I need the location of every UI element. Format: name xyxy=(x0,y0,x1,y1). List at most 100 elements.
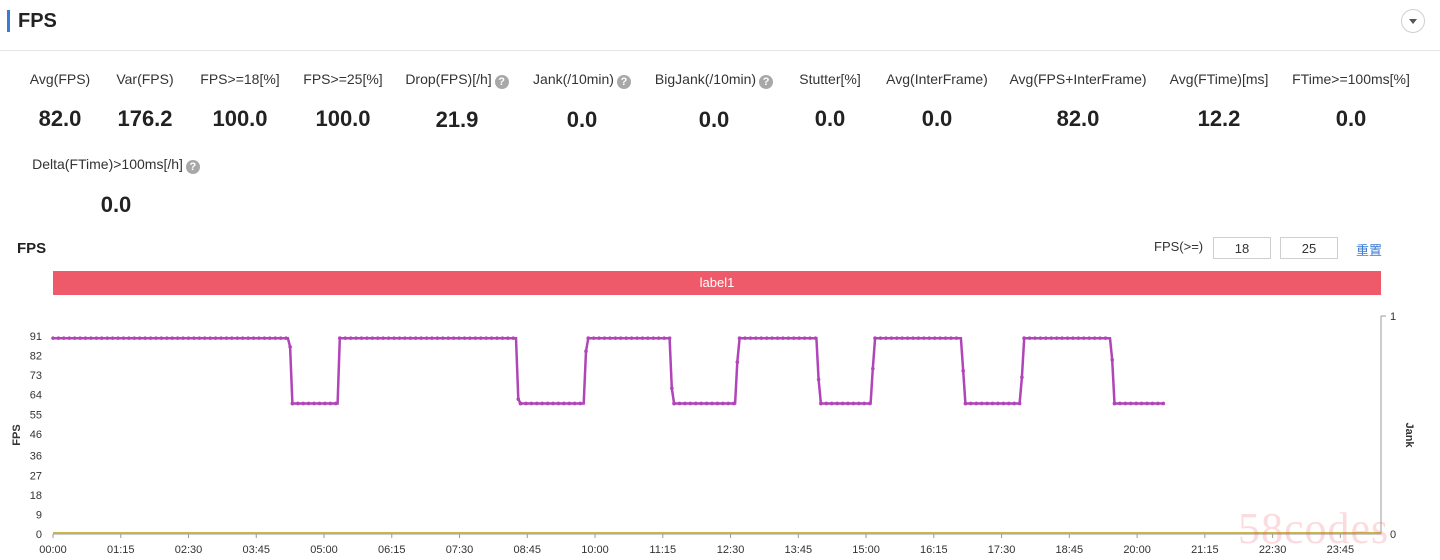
fps-point xyxy=(301,401,306,406)
fps-point xyxy=(1001,401,1006,406)
y-tick-label: 46 xyxy=(30,429,42,441)
metric-label-text: Avg(FPS) xyxy=(29,71,91,87)
fps-point xyxy=(94,336,99,340)
fps-point xyxy=(430,336,434,340)
x-tick-label: 17:30 xyxy=(988,544,1016,556)
fps-threshold-low-input[interactable] xyxy=(1213,237,1271,259)
fps-point xyxy=(154,336,158,340)
metric-12: FTime>=100ms[%] 0.0 xyxy=(1251,70,1440,132)
metric-label-text: Drop(FPS)[/h] xyxy=(405,71,492,87)
fps-point xyxy=(348,336,353,340)
fps-point xyxy=(62,336,66,340)
help-icon[interactable]: ? xyxy=(759,75,774,89)
fps-point xyxy=(392,336,396,340)
fps-point xyxy=(312,401,316,406)
fps-point xyxy=(323,401,327,406)
fps-line-chart[interactable]: 0 9 18 27 36 46 55 64 73 82 91 0 1 FPS Jank 00:00 01:15 0… xyxy=(0,300,1440,560)
fps-point xyxy=(969,401,973,406)
fps-point xyxy=(1033,336,1037,340)
fps-point xyxy=(478,336,483,340)
fps-point xyxy=(457,336,461,340)
y-axis-title: FPS xyxy=(11,424,23,445)
fps-point xyxy=(495,336,499,340)
fps-point xyxy=(1065,336,1070,340)
fps-point xyxy=(1081,336,1086,340)
y-tick-label: 18 xyxy=(30,490,42,502)
help-icon[interactable]: ? xyxy=(616,75,631,89)
fps-point xyxy=(635,336,639,340)
fps-point xyxy=(613,336,618,340)
fps-point xyxy=(990,401,995,406)
fps-point xyxy=(775,336,780,340)
fps-point xyxy=(278,336,283,340)
collapse-chevron-icon[interactable] xyxy=(1401,9,1425,33)
fps-point xyxy=(306,401,311,406)
fps-point xyxy=(51,336,55,340)
fps-point xyxy=(867,401,872,406)
metric-label: FPS>=25[%] xyxy=(243,70,443,88)
watermark: 58codes xyxy=(1238,504,1390,553)
fps-point xyxy=(764,336,769,340)
fps-point xyxy=(230,336,234,340)
fps-point xyxy=(873,336,877,340)
fps-point xyxy=(408,336,413,340)
help-icon[interactable]: ? xyxy=(185,160,200,174)
fps-point xyxy=(251,336,256,340)
x-tick-label: 06:15 xyxy=(378,544,406,556)
fps-point xyxy=(127,336,131,340)
fps-point xyxy=(381,336,385,340)
fps-point xyxy=(137,336,142,340)
fps-point xyxy=(656,336,661,340)
fps-point xyxy=(889,336,894,340)
fps-point xyxy=(618,336,623,340)
fps-point xyxy=(759,336,764,340)
fps-point xyxy=(715,401,720,406)
fps-point xyxy=(288,345,292,349)
metric-label-text: Avg(InterFrame) xyxy=(886,71,988,87)
reset-link[interactable]: 重置 xyxy=(1356,243,1383,258)
label-bar[interactable]: label1 xyxy=(53,271,1381,295)
fps-point xyxy=(922,336,926,340)
fps-point xyxy=(927,336,932,340)
fps-point xyxy=(770,336,774,340)
fps-point xyxy=(699,401,703,406)
fps-point xyxy=(862,401,867,406)
x-tick-label: 08:45 xyxy=(514,544,542,556)
fps-point xyxy=(67,336,72,340)
fps-threshold-high-input[interactable] xyxy=(1280,237,1338,259)
fps-point xyxy=(524,401,528,406)
fps-point xyxy=(397,336,402,340)
metric-value: 0.0 xyxy=(1335,106,1367,131)
fps-point xyxy=(370,336,375,340)
fps-point xyxy=(365,336,369,340)
fps-point xyxy=(1092,336,1097,340)
fps-point xyxy=(808,336,812,340)
fps-point xyxy=(110,336,115,340)
y2-axis-title: Jank xyxy=(1403,422,1415,448)
fps-point xyxy=(170,336,175,340)
fps-point xyxy=(1128,401,1133,406)
x-tick-label: 00:00 xyxy=(39,544,67,556)
help-icon[interactable]: ? xyxy=(494,75,509,89)
fps-point xyxy=(781,336,785,340)
fps-point xyxy=(662,336,666,340)
metric-label-text: Delta(FTime)>100ms[/h] xyxy=(32,156,183,172)
fps-point xyxy=(484,336,488,340)
metric-value: 21.9 xyxy=(435,107,479,132)
metric-13: Delta(FTime)>100ms[/h]? 0.0 xyxy=(16,155,216,218)
fps-point xyxy=(816,377,821,382)
fps-point xyxy=(871,366,875,371)
metric-label: Jank(/10min)? xyxy=(482,70,682,89)
fps-point xyxy=(1139,401,1144,406)
y2-tick-label: 1 xyxy=(1390,311,1396,323)
fps-point xyxy=(640,336,645,340)
x-tick-label: 21:15 xyxy=(1191,544,1219,556)
metric-value: 0.0 xyxy=(566,107,598,132)
fps-point xyxy=(943,336,948,340)
fps-point xyxy=(99,336,104,340)
fps-point xyxy=(646,336,650,340)
fps-point xyxy=(235,336,240,340)
fps-point xyxy=(1098,336,1102,340)
fps-point xyxy=(413,336,418,340)
fps-point xyxy=(72,336,77,340)
